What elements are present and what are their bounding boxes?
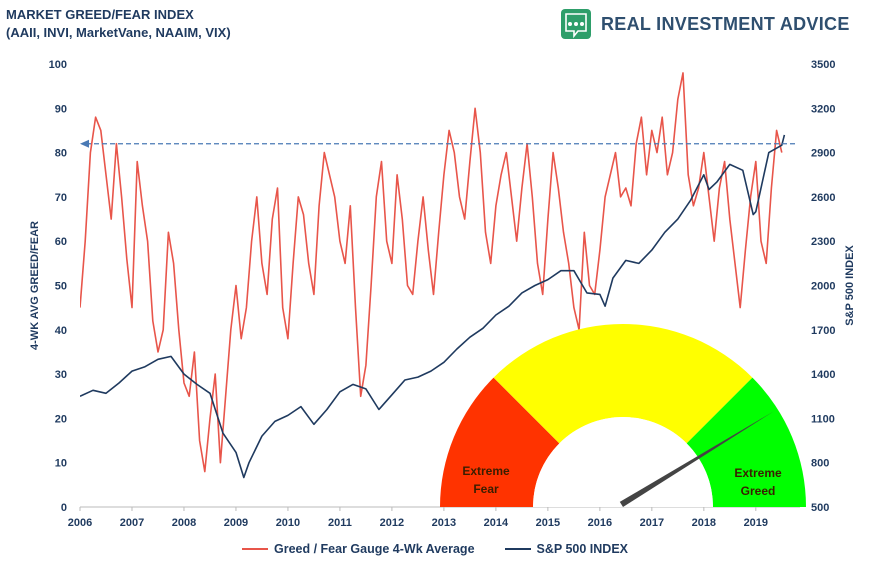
- y2-tick-label: 1400: [811, 369, 835, 381]
- y2-tick-label: 500: [811, 502, 829, 514]
- x-tick-label: 2014: [484, 517, 509, 529]
- legend-item-sp500: S&P 500 INDEX: [504, 542, 629, 556]
- gauge-fear-label-1: Extreme: [462, 464, 510, 478]
- y-tick-label: 70: [55, 192, 67, 204]
- gauge-fear-label-2: Fear: [473, 482, 499, 496]
- y2-tick-label: 3200: [811, 103, 835, 115]
- y2-tick-label: 2900: [811, 148, 835, 160]
- x-tick-label: 2019: [744, 517, 768, 529]
- reference-arrow-icon: [80, 139, 89, 148]
- y-axis-label: 4-WK AVG GREED/FEAR: [29, 221, 41, 350]
- y-tick-label: 20: [55, 413, 67, 425]
- gauge-fear-segment: [440, 377, 560, 507]
- y-tick-label: 100: [49, 59, 67, 71]
- y-tick-label: 0: [61, 502, 67, 514]
- y2-tick-label: 2000: [811, 281, 835, 293]
- x-tick-label: 2011: [328, 517, 352, 529]
- legend-swatch-sp500: [504, 548, 531, 550]
- x-tick-label: 2006: [68, 517, 92, 529]
- x-tick-label: 2007: [120, 517, 144, 529]
- y2-axis-label: S&P 500 INDEX: [844, 245, 856, 326]
- y-tick-label: 90: [55, 103, 67, 115]
- y2-tick-label: 3500: [811, 59, 835, 71]
- brand-badge-icon: [561, 9, 591, 39]
- y-tick-label: 10: [55, 458, 67, 470]
- y2-tick-label: 1700: [811, 325, 835, 337]
- y-tick-label: 50: [55, 281, 67, 293]
- y2-tick-label: 800: [811, 458, 829, 470]
- y2-tick-label: 2600: [811, 192, 835, 204]
- legend-label-sp500: S&P 500 INDEX: [536, 542, 629, 556]
- legend-item-greed-fear: Greed / Fear Gauge 4-Wk Average: [241, 542, 475, 556]
- gauge-needle-icon: [619, 411, 775, 507]
- title-line-2: (AAII, INVI, MarketVane, NAAIM, VIX): [6, 25, 231, 40]
- x-tick-label: 2017: [640, 517, 664, 529]
- y-tick-label: 30: [55, 369, 67, 381]
- x-tick-label: 2012: [380, 517, 404, 529]
- y-tick-label: 80: [55, 148, 67, 160]
- chart-title: MARKET GREED/FEAR INDEX (AAII, INVI, Mar…: [6, 6, 231, 42]
- brand-logo: REAL INVESTMENT ADVICE: [561, 9, 850, 39]
- x-tick-label: 2015: [536, 517, 560, 529]
- sp500-line: [80, 134, 786, 479]
- greed-fear-line: [80, 72, 783, 473]
- y-tick-label: 60: [55, 236, 67, 248]
- title-line-1: MARKET GREED/FEAR INDEX: [6, 7, 194, 22]
- legend: Greed / Fear Gauge 4-Wk Average S&P 500 …: [0, 542, 870, 556]
- gauge-greed-label-1: Extreme: [734, 466, 782, 480]
- gauge-hub: [533, 417, 713, 507]
- gauge-greed-segment: [686, 377, 806, 507]
- x-tick-label: 2010: [276, 517, 300, 529]
- x-tick-label: 2008: [172, 517, 196, 529]
- x-tick-label: 2016: [588, 517, 612, 529]
- y2-tick-label: 2300: [811, 236, 835, 248]
- gauge-greed-label-2: Greed: [741, 484, 776, 498]
- x-tick-label: 2018: [692, 517, 716, 529]
- x-tick-label: 2009: [224, 517, 248, 529]
- legend-label-greed-fear: Greed / Fear Gauge 4-Wk Average: [273, 542, 475, 556]
- gauge-neutral-segment: [493, 324, 753, 444]
- plot-area: 2006 2007 2008 2009 2010 2011 2012 2013 2014 2015…: [29, 59, 856, 529]
- y-tick-label: 40: [55, 325, 67, 337]
- y2-tick-label: 1100: [811, 413, 835, 425]
- x-tick-label: 2013: [432, 517, 456, 529]
- legend-swatch-greed-fear: [241, 548, 268, 550]
- brand-name: REAL INVESTMENT ADVICE: [601, 13, 850, 34]
